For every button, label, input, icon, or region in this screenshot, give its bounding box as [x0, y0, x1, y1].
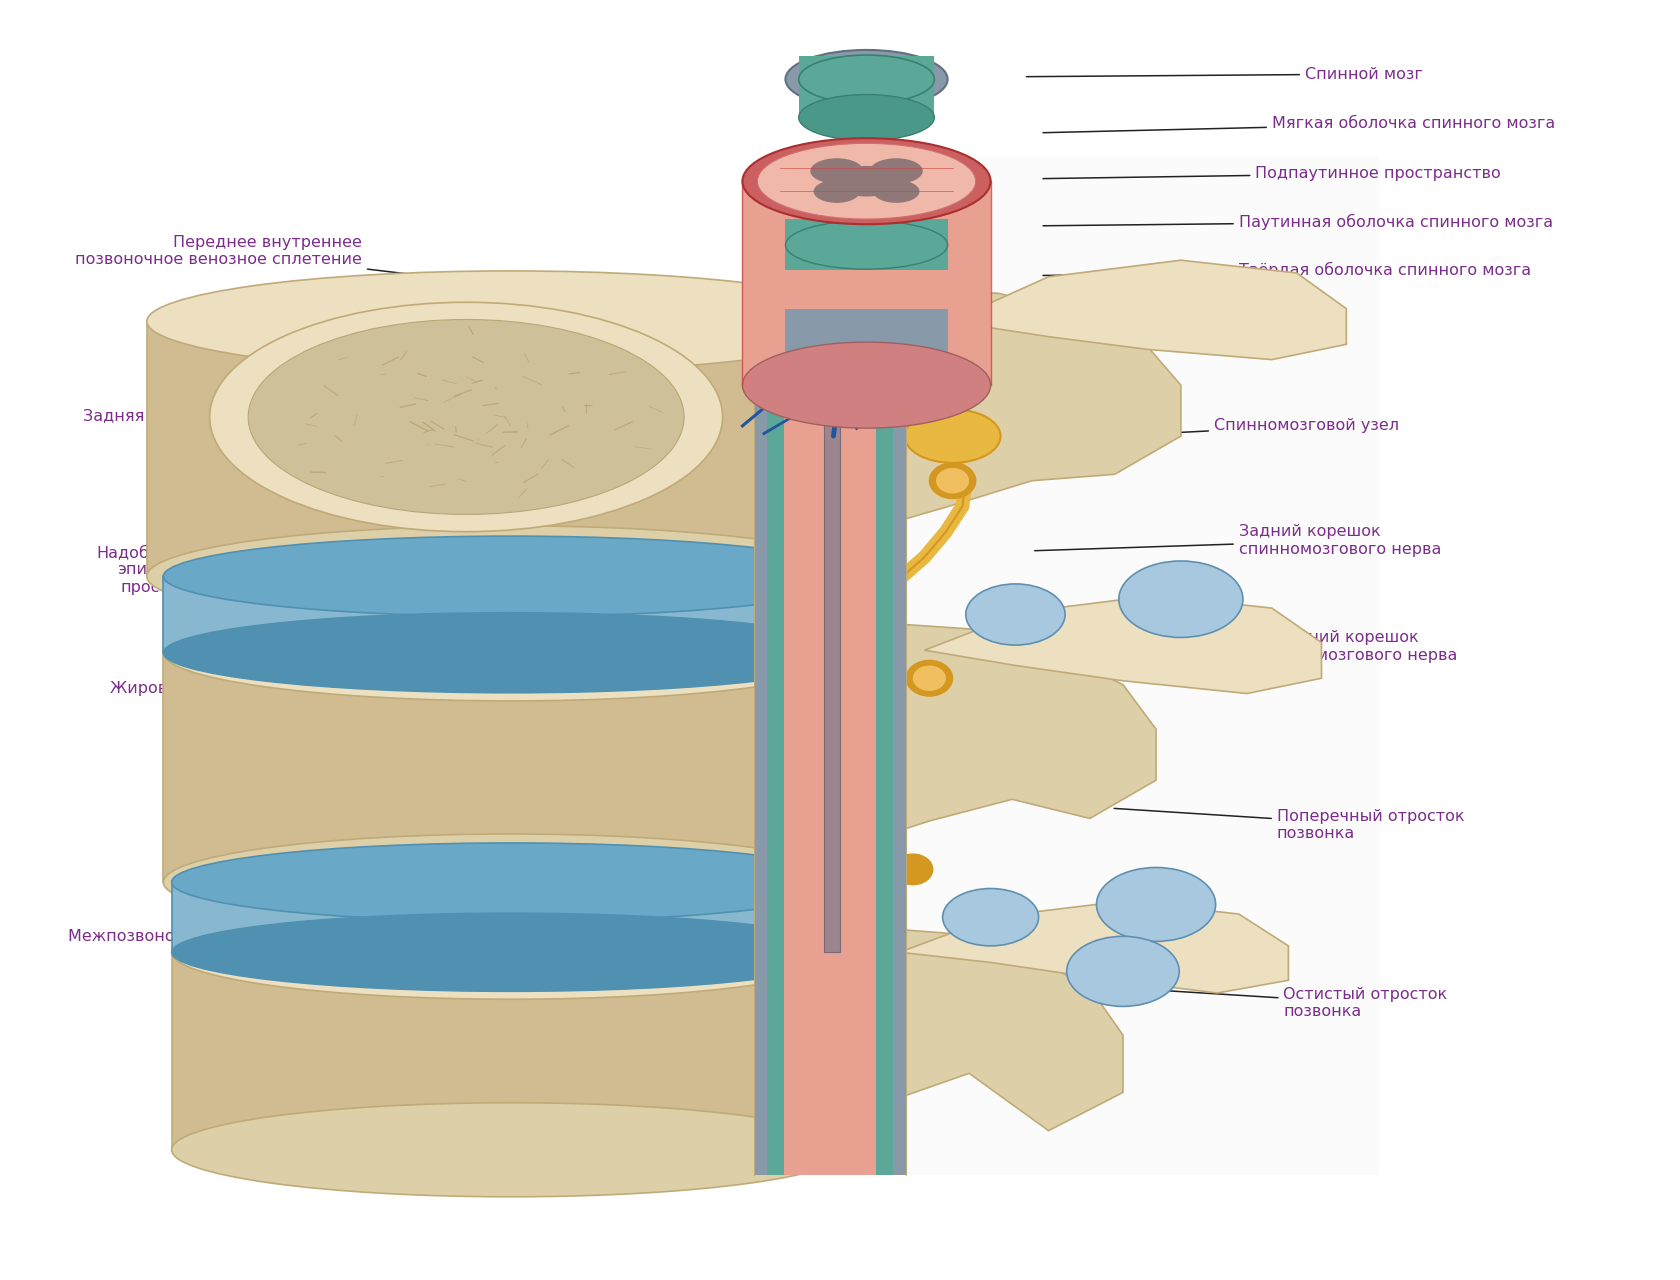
- Ellipse shape: [830, 166, 902, 197]
- Ellipse shape: [758, 143, 976, 219]
- Bar: [786, 308, 948, 398]
- Circle shape: [936, 468, 969, 493]
- Ellipse shape: [743, 138, 991, 224]
- Ellipse shape: [798, 55, 934, 104]
- Circle shape: [912, 666, 946, 691]
- Ellipse shape: [1097, 868, 1216, 941]
- Bar: [785, 640, 877, 952]
- Text: Задний корешок
спинномозгового нерва: Задний корешок спинномозгового нерва: [1035, 525, 1441, 557]
- Text: Подпаутинное пространство: Подпаутинное пространство: [1043, 166, 1500, 180]
- Polygon shape: [830, 289, 1181, 544]
- Ellipse shape: [786, 370, 948, 426]
- Polygon shape: [830, 625, 1156, 856]
- Polygon shape: [171, 952, 850, 1149]
- Bar: [785, 308, 877, 653]
- Bar: [754, 653, 906, 882]
- Circle shape: [894, 854, 932, 884]
- Ellipse shape: [1067, 936, 1179, 1006]
- Ellipse shape: [904, 410, 1001, 463]
- Ellipse shape: [870, 159, 922, 184]
- Ellipse shape: [146, 271, 875, 372]
- Polygon shape: [163, 653, 858, 882]
- Ellipse shape: [171, 905, 850, 1000]
- Polygon shape: [899, 901, 1289, 993]
- Bar: [785, 952, 877, 1175]
- Bar: [754, 952, 906, 1175]
- Polygon shape: [830, 929, 1122, 1130]
- Bar: [768, 283, 894, 321]
- Bar: [754, 308, 906, 653]
- Bar: [768, 952, 894, 1149]
- Ellipse shape: [874, 180, 919, 202]
- Text: Передний корешок
спинномозгового нерва: Передний корешок спинномозгового нерва: [1060, 630, 1458, 663]
- Ellipse shape: [171, 913, 850, 992]
- Ellipse shape: [966, 584, 1065, 645]
- Bar: [786, 219, 948, 270]
- Ellipse shape: [786, 220, 948, 269]
- Text: Межпозвоночный диск: Межпозвоночный диск: [67, 918, 533, 943]
- Bar: [754, 952, 906, 1137]
- Ellipse shape: [171, 844, 850, 922]
- Ellipse shape: [163, 613, 858, 692]
- Bar: [743, 182, 991, 385]
- Polygon shape: [830, 156, 1379, 1175]
- Text: Мягкая оболочка спинного мозга: Мягкая оболочка спинного мозга: [1043, 116, 1556, 133]
- Polygon shape: [146, 321, 875, 576]
- Bar: [768, 952, 894, 1175]
- Ellipse shape: [163, 835, 858, 931]
- Bar: [754, 952, 906, 1149]
- Polygon shape: [163, 576, 858, 653]
- Bar: [768, 653, 894, 882]
- Text: Остистый отросток
позвонка: Остистый отросток позвонка: [1104, 987, 1448, 1019]
- Bar: [754, 283, 906, 321]
- Bar: [768, 653, 894, 869]
- Bar: [768, 640, 894, 952]
- Circle shape: [840, 1124, 874, 1149]
- Bar: [785, 952, 877, 1137]
- Bar: [768, 952, 894, 1137]
- Bar: [823, 321, 840, 952]
- Polygon shape: [924, 595, 1322, 694]
- Ellipse shape: [210, 302, 722, 531]
- Bar: [754, 653, 906, 869]
- Bar: [785, 653, 877, 869]
- Ellipse shape: [786, 50, 948, 109]
- Polygon shape: [949, 260, 1346, 360]
- Ellipse shape: [171, 1103, 850, 1197]
- Bar: [785, 952, 877, 1149]
- Bar: [768, 308, 894, 653]
- Ellipse shape: [163, 536, 858, 617]
- Polygon shape: [171, 882, 850, 952]
- Text: Задняя продольная связка: Задняя продольная связка: [82, 410, 657, 443]
- Bar: [754, 640, 906, 952]
- Bar: [798, 56, 934, 118]
- Text: Поперечный отросток
позвонка: Поперечный отросток позвонка: [1114, 809, 1465, 841]
- Bar: [785, 653, 877, 882]
- Text: Спинномозговой узел: Спинномозговой узел: [988, 419, 1399, 443]
- Ellipse shape: [942, 888, 1038, 946]
- Ellipse shape: [163, 604, 858, 701]
- Text: Тело позвонка: Тело позвонка: [173, 781, 524, 803]
- Ellipse shape: [146, 526, 875, 627]
- Text: Переднее внутреннее
позвоночное венозное сплетение: Переднее внутреннее позвоночное венозное…: [76, 236, 696, 308]
- Ellipse shape: [798, 95, 934, 141]
- Text: Спинной мозг: Спинной мозг: [1026, 67, 1423, 82]
- Ellipse shape: [813, 180, 860, 202]
- Ellipse shape: [743, 342, 991, 428]
- Text: Надоболочечное
эпидуральное
пространство: Надоболочечное эпидуральное пространство: [96, 545, 524, 595]
- Text: Твёрдая оболочка спинного мозга: Твёрдая оболочка спинного мозга: [1043, 262, 1530, 279]
- Bar: [785, 283, 877, 321]
- Ellipse shape: [1119, 561, 1243, 637]
- Text: Жировая клетчатка: Жировая клетчатка: [109, 681, 541, 696]
- Ellipse shape: [810, 159, 864, 184]
- Circle shape: [906, 660, 953, 696]
- Text: Паутинная оболочка спинного мозга: Паутинная оболочка спинного мозга: [1043, 214, 1552, 230]
- Ellipse shape: [249, 320, 684, 515]
- Circle shape: [929, 463, 976, 498]
